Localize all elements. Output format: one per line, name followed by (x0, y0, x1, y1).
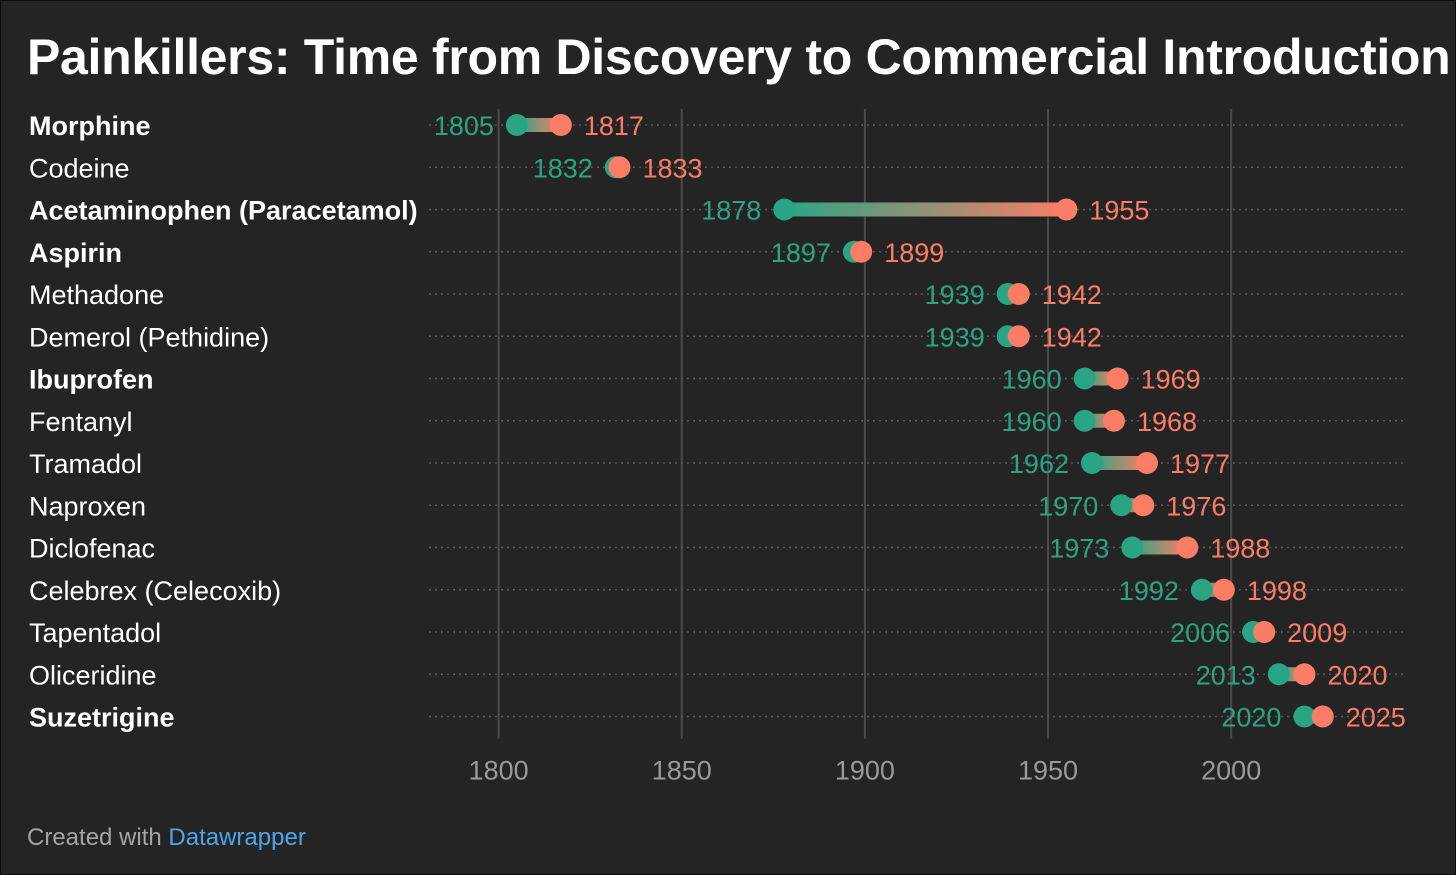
row-label-morphine: Morphine (29, 111, 151, 141)
row-label-ibuprofen: Ibuprofen (29, 365, 153, 395)
introduction-dot-celebrex-celecoxib (1212, 578, 1235, 601)
row-label-aspirin: Aspirin (29, 238, 122, 268)
introduction-dot-oliceridine (1293, 663, 1316, 686)
x-tick-label-1900: 1900 (835, 756, 895, 786)
introduction-year-label-naproxen: 1976 (1166, 491, 1226, 521)
introduction-dot-naproxen (1132, 494, 1155, 517)
discovery-year-label-suzetrigine: 2020 (1221, 703, 1281, 733)
footer-credit: Created with Datawrapper (27, 823, 306, 853)
range-bars: 1805 1817 1832 1833 1878 1955 1897 1899 1939 1942… (434, 111, 1406, 733)
discovery-year-label-diclofenac: 1973 (1049, 534, 1109, 564)
row-label-codeine: Codeine (29, 153, 130, 183)
introduction-year-label-fentanyl: 1968 (1137, 407, 1197, 437)
introduction-dot-fentanyl (1102, 409, 1125, 432)
row-label-celebrex-celecoxib: Celebrex (Celecoxib) (29, 576, 281, 606)
discovery-dot-acetaminophen-paracetamol (773, 198, 796, 221)
discovery-year-label-acetaminophen-paracetamol: 1878 (701, 196, 761, 226)
chart-title: Painkillers: Time from Discovery to Comm… (27, 29, 1451, 85)
introduction-year-label-suzetrigine: 2025 (1346, 703, 1406, 733)
discovery-dot-fentanyl (1073, 409, 1096, 432)
row-label-tramadol: Tramadol (29, 449, 142, 479)
discovery-dot-celebrex-celecoxib (1190, 578, 1213, 601)
x-tick-label-1950: 1950 (1018, 756, 1078, 786)
x-tick-label-2000: 2000 (1201, 756, 1261, 786)
row-label-diclofenac: Diclofenac (29, 534, 155, 564)
discovery-year-label-fentanyl: 1960 (1002, 407, 1062, 437)
introduction-year-label-morphine: 1817 (584, 111, 644, 141)
introduction-dot-diclofenac (1176, 536, 1199, 559)
introduction-dot-aspirin (850, 240, 873, 263)
x-axis-ticks: 1800 1850 1900 1950 2000 (469, 756, 1262, 786)
discovery-dot-tramadol (1080, 452, 1103, 474)
discovery-dot-ibuprofen (1073, 367, 1096, 390)
introduction-year-label-tapentadol: 2009 (1287, 618, 1347, 648)
introduction-year-label-ibuprofen: 1969 (1141, 365, 1201, 395)
row-label-tapentadol: Tapentadol (29, 618, 161, 648)
discovery-year-label-morphine: 1805 (434, 111, 494, 141)
discovery-dot-morphine (505, 114, 528, 136)
row-label-oliceridine: Oliceridine (29, 660, 157, 690)
discovery-dot-diclofenac (1121, 536, 1144, 559)
introduction-year-label-codeine: 1833 (642, 153, 702, 183)
introduction-year-label-tramadol: 1977 (1170, 449, 1230, 479)
discovery-dot-oliceridine (1267, 663, 1290, 686)
x-tick-label-1850: 1850 (652, 756, 712, 786)
datawrapper-link[interactable]: Datawrapper (168, 824, 306, 851)
introduction-dot-ibuprofen (1106, 367, 1129, 390)
discovery-year-label-tapentadol: 2006 (1170, 618, 1230, 648)
discovery-year-label-naproxen: 1970 (1038, 491, 1098, 521)
discovery-year-label-methadone: 1939 (925, 280, 985, 310)
introduction-year-label-celebrex-celecoxib: 1998 (1247, 576, 1307, 606)
row-guides (429, 124, 1407, 718)
introduction-dot-tramadol (1135, 452, 1158, 474)
row-label-suzetrigine: Suzetrigine (29, 703, 175, 733)
introduction-dot-morphine (549, 114, 572, 136)
row-labels: Morphine Codeine Acetaminophen (Paracetamo… (29, 111, 418, 733)
discovery-dot-suzetrigine (1293, 705, 1316, 728)
introduction-year-label-diclofenac: 1988 (1210, 534, 1270, 564)
discovery-year-label-aspirin: 1897 (771, 238, 831, 268)
row-label-acetaminophen-paracetamol: Acetaminophen (Paracetamol) (29, 196, 418, 226)
discovery-year-label-demerol-pethidine: 1939 (925, 322, 985, 352)
row-label-demerol-pethidine: Demerol (Pethidine) (29, 322, 269, 352)
introduction-dot-demerol-pethidine (1007, 325, 1030, 348)
discovery-dot-naproxen (1110, 494, 1133, 517)
introduction-year-label-acetaminophen-paracetamol: 1955 (1089, 196, 1149, 226)
introduction-dot-acetaminophen-paracetamol (1055, 198, 1078, 221)
introduction-year-label-aspirin: 1899 (884, 238, 944, 268)
discovery-year-label-codeine: 1832 (533, 153, 593, 183)
discovery-year-label-tramadol: 1962 (1009, 449, 1069, 479)
introduction-dot-tapentadol (1253, 621, 1276, 643)
introduction-dot-methadone (1007, 283, 1030, 305)
footer-prefix: Created with (27, 824, 162, 851)
row-label-naproxen: Naproxen (29, 491, 146, 521)
discovery-year-label-celebrex-celecoxib: 1992 (1119, 576, 1179, 606)
introduction-year-label-oliceridine: 2020 (1327, 660, 1387, 690)
x-tick-label-1800: 1800 (469, 756, 529, 786)
introduction-dot-codeine (608, 156, 631, 179)
introduction-year-label-methadone: 1942 (1042, 280, 1102, 310)
discovery-year-label-oliceridine: 2013 (1196, 660, 1256, 690)
discovery-year-label-ibuprofen: 1960 (1002, 365, 1062, 395)
introduction-year-label-demerol-pethidine: 1942 (1042, 322, 1102, 352)
introduction-dot-suzetrigine (1311, 705, 1334, 728)
row-label-methadone: Methadone (29, 280, 164, 310)
row-label-fentanyl: Fentanyl (29, 407, 133, 437)
